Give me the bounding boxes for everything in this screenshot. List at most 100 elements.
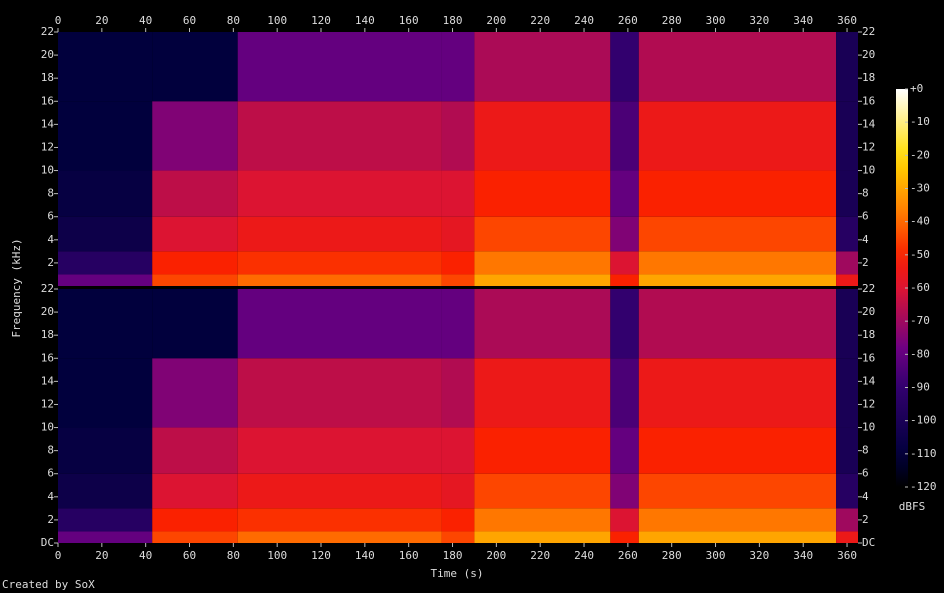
spectrogram-cell (441, 101, 475, 171)
y-tick-label: 12 (41, 140, 54, 153)
y-tick-label: 8 (47, 444, 54, 457)
y-tick-label: 18 (41, 328, 54, 341)
x-tick-label: 180 (443, 14, 463, 27)
colorbar-tick-label: -110 (910, 447, 937, 460)
spectrogram-cell (152, 531, 238, 543)
x-tick-label: 360 (837, 14, 857, 27)
y-tick-label: 18 (862, 71, 875, 84)
x-tick-label: 220 (530, 14, 550, 27)
x-tick-label: 300 (706, 14, 726, 27)
spectrogram-cell (474, 473, 611, 509)
spectrogram-cell (610, 289, 639, 359)
y-tick-label: 4 (47, 490, 54, 503)
spectrogram-cell (638, 358, 837, 428)
x-axis-label: Time (s) (431, 567, 484, 580)
colorbar-tick-label: -100 (910, 414, 937, 427)
spectrogram-cell (638, 32, 837, 102)
colorbar-tick-label: -80 (910, 347, 930, 360)
x-tick-label: 80 (227, 14, 240, 27)
y-tick-label: 12 (41, 397, 54, 410)
spectrogram-cell (610, 508, 639, 532)
spectrogram-cell (58, 473, 153, 509)
y-tick-label: 10 (862, 421, 875, 434)
x-tick-label: 40 (139, 549, 152, 562)
spectrogram-cell (638, 473, 837, 509)
y-axis-label: Frequency (kHz) (10, 238, 23, 337)
y-tick-label: 4 (47, 233, 54, 246)
spectrogram-cell (610, 274, 639, 286)
spectrogram-cell (441, 531, 475, 543)
spectrogram-cell (152, 101, 238, 171)
spectrogram-cell (237, 32, 442, 102)
spectrogram-cell (58, 216, 153, 252)
spectrogram-cell (610, 170, 639, 217)
spectrogram-cell (237, 101, 442, 171)
y-tick-label: 14 (41, 374, 55, 387)
colorbar-tick-label: -50 (910, 248, 930, 261)
y-tick-label: 22 (862, 282, 875, 295)
y-tick-label: 16 (862, 94, 875, 107)
y-tick-label: 22 (41, 282, 54, 295)
spectrogram-cell (836, 289, 858, 359)
y-tick-label: 8 (862, 187, 869, 200)
x-tick-label: 300 (706, 549, 726, 562)
spectrogram-cell (610, 427, 639, 474)
colorbar-label: dBFS (899, 500, 926, 513)
x-tick-label: 160 (399, 14, 419, 27)
x-tick-label: 160 (399, 549, 419, 562)
colorbar-tick-label: -90 (910, 381, 930, 394)
spectrogram-cell (237, 216, 442, 252)
spectrogram-cell (474, 508, 611, 532)
x-tick-label: 240 (574, 14, 594, 27)
spectrogram-cell (610, 251, 639, 275)
x-tick-label: 200 (486, 14, 506, 27)
spectrogram-cell (836, 170, 858, 217)
x-tick-label: 20 (95, 14, 108, 27)
y-tick-label: 14 (862, 117, 876, 130)
y-tick-label: 20 (862, 48, 875, 61)
spectrogram-cell (58, 274, 153, 286)
x-tick-label: 240 (574, 549, 594, 562)
y-tick-label: 2 (47, 256, 54, 269)
spectrogram-cell (610, 473, 639, 509)
spectrogram-cell (610, 358, 639, 428)
spectrogram-cell (152, 32, 238, 102)
x-tick-label: 0 (55, 549, 62, 562)
y-tick-label: 20 (41, 305, 54, 318)
spectrogram-cell (638, 251, 837, 275)
y-tick-label: 16 (862, 351, 875, 364)
spectrogram-cell (474, 427, 611, 474)
y-tick-label: 12 (862, 140, 875, 153)
y-tick-label: 16 (41, 351, 54, 364)
x-tick-label: 140 (355, 549, 375, 562)
spectrogram-cell (836, 101, 858, 171)
y-tick-label: 14 (41, 117, 55, 130)
spectrogram-cell (610, 32, 639, 102)
spectrogram-cell (152, 251, 238, 275)
spectrogram-cell (638, 531, 837, 543)
y-tick-label: 2 (47, 513, 54, 526)
spectrogram-cell (638, 274, 837, 286)
spectrogram-cell (836, 274, 858, 286)
colorbar-tick-label: -60 (910, 281, 930, 294)
colorbar-tick-label: -70 (910, 314, 930, 327)
spectrogram-cell (638, 508, 837, 532)
x-tick-label: 100 (267, 549, 287, 562)
spectrogram-cell (152, 274, 238, 286)
spectrogram-cell (836, 473, 858, 509)
spectrogram-cell (638, 101, 837, 171)
spectrogram-cell (474, 531, 611, 543)
spectrogram-cell (58, 170, 153, 217)
spectrogram-cell (441, 508, 475, 532)
spectrogram-cell (152, 508, 238, 532)
x-tick-label: 340 (793, 549, 813, 562)
y-tick-label: 10 (41, 421, 54, 434)
spectrogram-cell (836, 531, 858, 543)
x-tick-label: 220 (530, 549, 550, 562)
x-tick-label: 200 (486, 549, 506, 562)
x-tick-label: 120 (311, 14, 331, 27)
spectrogram-cell (58, 427, 153, 474)
spectrogram-cell (474, 358, 611, 428)
spectrogram-cell (152, 427, 238, 474)
